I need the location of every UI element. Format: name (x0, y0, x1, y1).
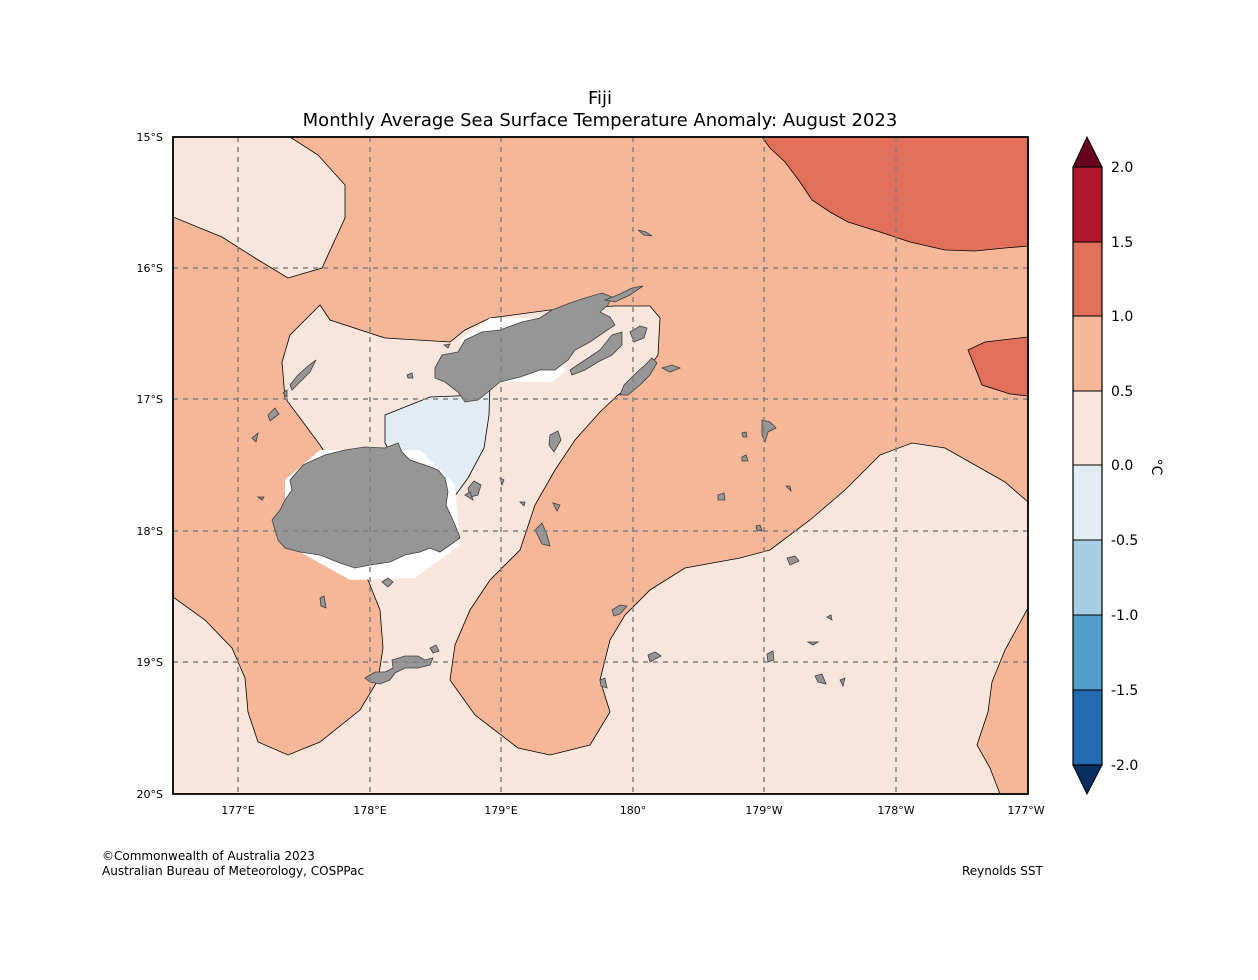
colorbar-tick: 1.0 (1111, 309, 1133, 325)
colorbar-tick: 0.5 (1111, 384, 1133, 400)
island (637, 229, 653, 237)
lon-label: 177°W (1007, 804, 1044, 817)
island (611, 604, 628, 617)
colorbar-segment (1073, 540, 1102, 615)
latitude-labels: 15°S 16°S 17°S 18°S 19°S 20°S (137, 131, 163, 801)
lon-label: 179°W (745, 804, 782, 817)
island (785, 485, 792, 493)
colorbar-ticks: 2.0 1.5 1.0 0.5 0.0 -0.5 -1.0 -1.5 -2.0 (1111, 160, 1138, 774)
island (826, 614, 833, 621)
colorbar-tick: -2.0 (1111, 758, 1138, 774)
colorbar-lower-extend (1072, 764, 1103, 796)
island (429, 644, 440, 654)
island-viti-levu (271, 442, 461, 569)
colorbar-segment (1073, 167, 1102, 242)
island (464, 491, 474, 501)
lat-label: 18°S (137, 525, 163, 538)
island (806, 641, 820, 646)
colorbar-unit-label: °C (1148, 459, 1164, 476)
agency-text: Australian Bureau of Meteorology, COSPPa… (102, 864, 365, 878)
colorbar-dividers (1073, 241, 1102, 691)
island (741, 454, 749, 462)
island (552, 502, 561, 512)
island-kadavu (364, 655, 434, 685)
island (755, 524, 763, 532)
island (660, 364, 682, 373)
graticule (173, 137, 1028, 794)
land-masses (251, 229, 846, 689)
footer-credits: ©Commonwealth of Australia 2023 Australi… (102, 849, 364, 879)
map-title: Fiji (587, 88, 613, 109)
island (267, 407, 280, 422)
island-yasawa (289, 359, 317, 391)
island (839, 677, 846, 688)
anomaly-band-0.5-1.0 (976, 607, 1028, 794)
colorbar-segment (1073, 316, 1102, 391)
island (534, 522, 551, 547)
map-frame (172, 136, 1029, 795)
colorbar-tick: -0.5 (1111, 533, 1138, 549)
data-source-text: Reynolds SST (962, 864, 1043, 878)
anomaly-band-1.0-1.5 (761, 137, 1028, 252)
island-taveuni (619, 357, 658, 396)
colorbar-tick: -1.5 (1111, 683, 1138, 699)
map-subtitle: Monthly Average Sea Surface Temperature … (302, 110, 898, 131)
lat-label: 19°S (137, 656, 163, 669)
lat-label: 17°S (137, 393, 163, 406)
island (443, 343, 451, 349)
lon-label: 178°E (353, 804, 386, 817)
island (761, 419, 777, 444)
island-vanua-levu (434, 292, 616, 403)
anomaly-band-0.0-0.5 (173, 137, 346, 279)
colorbar: 2.0 1.5 1.0 0.5 0.0 -0.5 -1.0 -1.5 -2.0 … (1072, 135, 1164, 796)
island (717, 492, 726, 501)
anomaly-band-1.0-1.5 (967, 336, 1028, 397)
colorbar-segment (1073, 690, 1102, 765)
island (647, 651, 662, 663)
colorbar-frame (1072, 166, 1103, 766)
island (319, 595, 327, 609)
longitude-labels: 177°E 178°E 179°E 180° 179°W 178°W 177°W (221, 804, 1045, 817)
island (251, 431, 259, 443)
island (282, 389, 288, 398)
island (599, 677, 608, 689)
colorbar-tick: 0.0 (1111, 458, 1133, 474)
lat-label: 20°S (137, 788, 163, 801)
lon-label: 180° (620, 804, 647, 817)
colorbar-tick: 2.0 (1111, 160, 1133, 176)
island (519, 501, 526, 507)
lon-label: 178°W (877, 804, 914, 817)
lat-label: 15°S (137, 131, 163, 144)
island (814, 673, 827, 685)
island (569, 331, 623, 376)
copyright-text: ©Commonwealth of Australia 2023 (102, 849, 315, 863)
island (548, 430, 562, 453)
colorbar-tick: 1.5 (1111, 235, 1133, 251)
island (741, 431, 748, 438)
colorbar-tick: -1.0 (1111, 608, 1138, 624)
colorbar-segment (1073, 615, 1102, 690)
lat-label: 16°S (137, 262, 163, 275)
lon-label: 177°E (221, 804, 254, 817)
island (766, 650, 775, 663)
island (406, 372, 414, 379)
colorbar-segment (1073, 465, 1102, 540)
anomaly-field (173, 137, 1028, 794)
island (786, 555, 800, 566)
lon-label: 179°E (484, 804, 517, 817)
island-beqa (381, 577, 394, 588)
colorbar-segment (1073, 242, 1102, 316)
colorbar-upper-extend (1072, 135, 1103, 168)
colorbar-segment (1073, 391, 1102, 465)
island (256, 496, 265, 501)
